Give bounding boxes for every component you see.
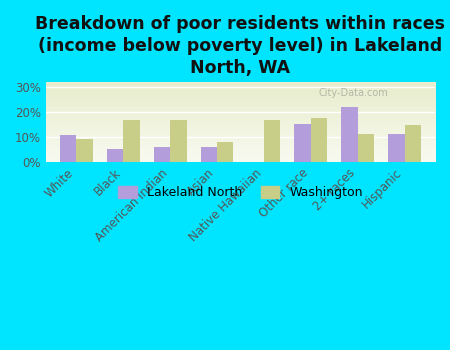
- Bar: [217, 142, 234, 161]
- Bar: [76, 139, 93, 161]
- Bar: [264, 120, 280, 161]
- Bar: [311, 118, 327, 161]
- Bar: [341, 107, 358, 161]
- Bar: [294, 124, 311, 161]
- Bar: [388, 134, 405, 161]
- Bar: [154, 147, 170, 161]
- Bar: [60, 135, 76, 161]
- Bar: [170, 120, 186, 161]
- Legend: Lakeland North, Washington: Lakeland North, Washington: [118, 186, 363, 199]
- Bar: [123, 120, 140, 161]
- Bar: [358, 134, 374, 161]
- Title: Breakdown of poor residents within races
(income below poverty level) in Lakelan: Breakdown of poor residents within races…: [36, 15, 446, 77]
- Bar: [107, 149, 123, 161]
- Text: City-Data.com: City-Data.com: [318, 88, 388, 98]
- Bar: [201, 147, 217, 161]
- Bar: [405, 125, 421, 161]
